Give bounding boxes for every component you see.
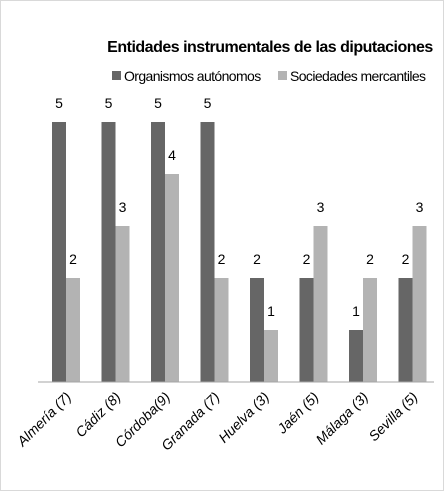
bar xyxy=(412,226,427,382)
legend-label: Sociedades mercantiles xyxy=(290,68,426,84)
data-label: 5 xyxy=(105,95,113,111)
bar xyxy=(214,278,229,382)
bar xyxy=(151,122,165,382)
data-label: 2 xyxy=(253,251,261,267)
data-label: 1 xyxy=(267,303,275,319)
chart-title: Entidades instrumentales de las diputaci… xyxy=(107,39,433,56)
bar xyxy=(299,278,314,382)
data-label: 3 xyxy=(119,199,127,215)
bar xyxy=(250,278,264,382)
legend-swatch xyxy=(112,71,121,80)
data-label: 3 xyxy=(416,199,424,215)
data-label: 2 xyxy=(303,251,311,267)
bar xyxy=(52,122,66,382)
bar xyxy=(363,278,377,382)
bar xyxy=(264,330,278,382)
data-label: 5 xyxy=(55,95,63,111)
data-label: 5 xyxy=(154,95,162,111)
legend-swatch xyxy=(278,71,287,80)
data-label: 5 xyxy=(204,95,212,111)
bar xyxy=(200,122,215,382)
bar xyxy=(398,278,413,382)
data-label: 2 xyxy=(366,251,374,267)
bar xyxy=(115,226,130,382)
data-label: 4 xyxy=(168,147,176,163)
bar xyxy=(313,226,328,382)
data-label: 3 xyxy=(317,199,325,215)
data-label: 2 xyxy=(402,251,410,267)
bar xyxy=(66,278,80,382)
data-label: 1 xyxy=(352,303,360,319)
data-label: 2 xyxy=(218,251,226,267)
bar xyxy=(101,122,116,382)
bar xyxy=(165,174,179,382)
bar xyxy=(349,330,363,382)
legend-label: Organismos autónomos xyxy=(124,68,261,84)
data-label: 2 xyxy=(69,251,77,267)
